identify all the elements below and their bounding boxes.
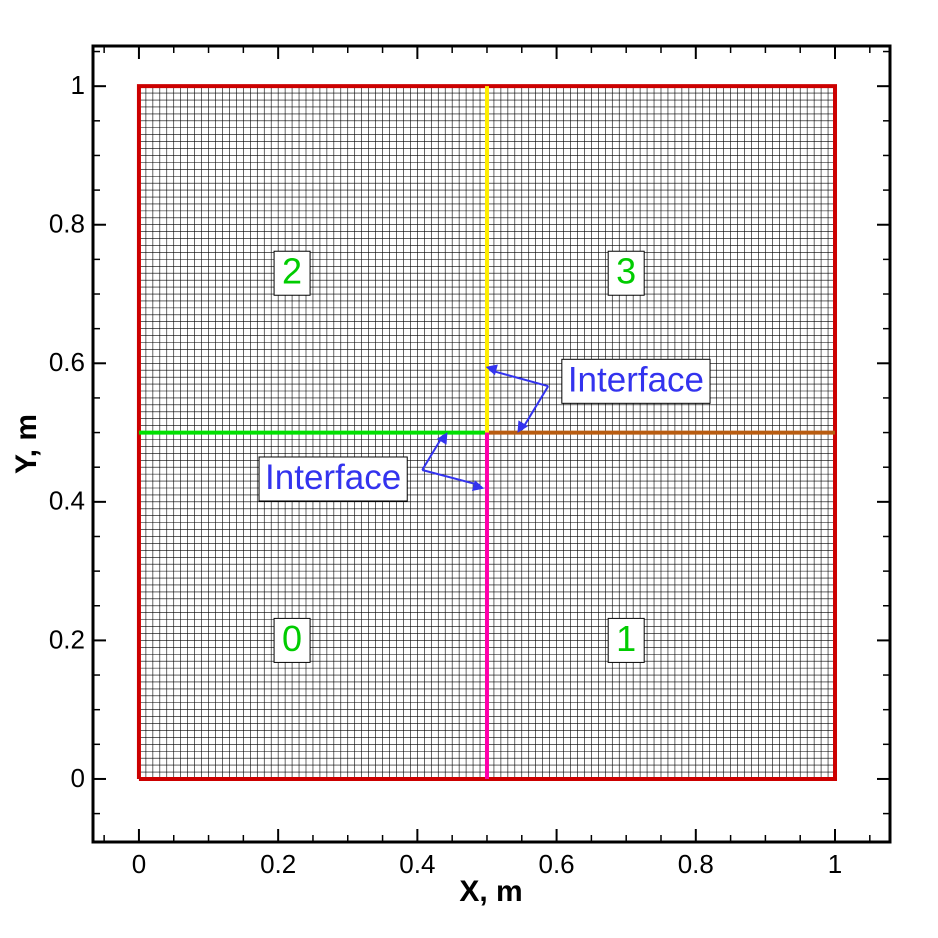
y-tick-label: 0 xyxy=(71,763,85,793)
annotations: 0 1 2 3 Interface Interface xyxy=(258,250,711,663)
annotation-box xyxy=(561,358,711,404)
x-tick-label: 0.4 xyxy=(399,849,435,879)
annotation-text: Interface xyxy=(568,361,704,400)
block-label: 1 xyxy=(616,618,636,659)
annotation-arrow xyxy=(517,385,550,433)
block-label-box xyxy=(273,617,311,663)
plot-frame xyxy=(91,44,892,844)
annotation-arrow xyxy=(421,432,448,471)
block-label-box xyxy=(607,250,645,296)
block-label: 2 xyxy=(282,251,302,292)
x-tick-label: 0.6 xyxy=(539,849,575,879)
annotation-box xyxy=(258,456,408,502)
annotation-arrow xyxy=(421,469,485,492)
x-tick-label: 0.8 xyxy=(678,849,714,879)
x-axis-label: X, m xyxy=(459,875,522,908)
block-label: 0 xyxy=(282,618,302,659)
y-tick-label: 0.4 xyxy=(49,486,85,516)
x-tick-label: 0 xyxy=(132,849,146,879)
block-label-box xyxy=(607,617,645,663)
block-label: 3 xyxy=(616,251,636,292)
annotation-text: Interface xyxy=(265,458,401,497)
y-tick-label: 0.2 xyxy=(49,624,85,654)
x-tick-label: 1 xyxy=(828,849,842,879)
y-tick-label: 1 xyxy=(71,70,85,100)
y-tick-label: 0.8 xyxy=(49,209,85,239)
x-tick-label: 0.2 xyxy=(260,849,296,879)
annotation-arrow xyxy=(485,364,549,388)
block-edge xyxy=(136,84,838,781)
y-axis-label: Y, m xyxy=(10,414,43,474)
axes: 0 0.2 0.4 0.6 0.8 1 0 0.2 0.4 0.6 0.8 1 xyxy=(49,44,892,879)
y-tick-label: 0.6 xyxy=(49,347,85,377)
block-label-box xyxy=(273,250,311,296)
